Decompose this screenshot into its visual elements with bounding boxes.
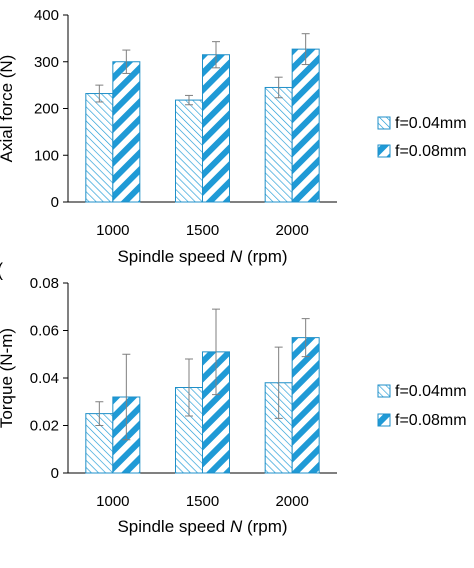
bar — [202, 54, 230, 203]
legend-swatch — [377, 116, 391, 130]
y-tick-label: 0 — [51, 194, 59, 211]
axial-force-chart: 0 100 200 300 400 1000 1500 2000 Spindle speed N… — [0, 7, 467, 266]
y-axis-title: Axial force (N) — [0, 55, 16, 163]
legend-label: f=0.08mm — [395, 412, 467, 429]
x-axis-title: Spindle speed N (rpm) — [117, 517, 287, 536]
panel-marker: ( — [0, 260, 3, 280]
bar — [112, 61, 141, 203]
bar — [85, 93, 114, 203]
legend-label: f=0.04mm — [395, 383, 467, 400]
x-tick-label: 2000 — [275, 222, 308, 239]
bar — [264, 86, 293, 203]
bar — [291, 48, 320, 203]
y-tick-label: 200 — [34, 101, 59, 118]
bar — [291, 337, 320, 474]
y-tick-label: 0.08 — [30, 275, 59, 292]
x-axis-title: Spindle speed N (rpm) — [117, 247, 287, 266]
y-tick-label: 300 — [34, 54, 59, 71]
y-tick-label: 0.04 — [30, 370, 59, 387]
x-tick-label: 1000 — [96, 222, 129, 239]
y-tick-label: 0.06 — [30, 323, 59, 340]
legend-label: f=0.08mm — [395, 143, 467, 160]
y-tick-label: 100 — [34, 147, 59, 164]
legend-label: f=0.04mm — [395, 115, 467, 132]
torque-chart: 0 0.02 0.04 0.06 0.08 1000 1500 2000 Spindle spe… — [0, 275, 467, 536]
legend-swatch — [377, 413, 391, 427]
bar — [202, 351, 230, 474]
bar — [175, 99, 203, 203]
x-tick-label: 1000 — [96, 493, 129, 510]
x-tick-label: 1500 — [186, 222, 219, 239]
x-tick-label: 1500 — [186, 493, 219, 510]
legend-swatch — [377, 144, 391, 158]
y-tick-label: 0.02 — [30, 418, 59, 435]
y-tick-label: 400 — [34, 7, 59, 24]
y-axis-title: Torque (N-m) — [0, 328, 16, 428]
y-tick-label: 0 — [51, 465, 59, 482]
legend-swatch — [377, 384, 391, 398]
x-tick-label: 2000 — [275, 493, 308, 510]
